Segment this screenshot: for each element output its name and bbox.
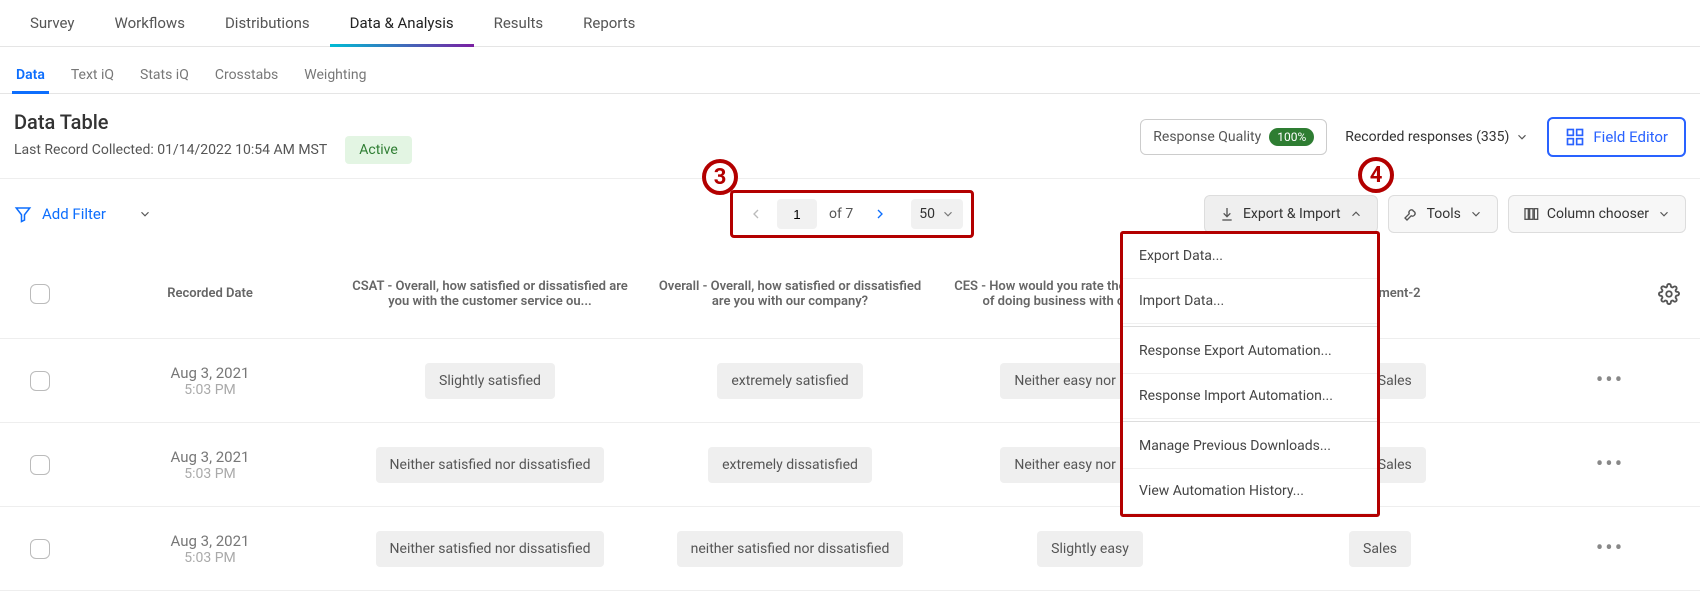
add-filter-button[interactable]: Add Filter [14, 205, 152, 223]
sub-tab-data[interactable]: Data [12, 57, 49, 93]
next-page-button[interactable] [865, 199, 895, 229]
sub-tab-stats-iq[interactable]: Stats iQ [136, 57, 193, 93]
dropdown-item[interactable]: Manage Previous Downloads... [1123, 424, 1377, 469]
export-import-button[interactable]: Export & Import [1204, 195, 1378, 233]
columns-icon [1523, 206, 1539, 222]
column-chooser-button[interactable]: Column chooser [1508, 195, 1686, 233]
sub-tab-weighting[interactable]: Weighting [300, 57, 370, 93]
overall-cell: extremely dissatisfied [640, 447, 940, 483]
export-import-dropdown: Export Data...Import Data... Response Exp… [1120, 231, 1380, 517]
csat-cell: Slightly satisfied [340, 363, 640, 399]
status-badge: Active [345, 136, 412, 164]
main-tab-results[interactable]: Results [474, 0, 564, 46]
chevron-down-icon [1657, 207, 1671, 221]
prev-page-button[interactable] [741, 199, 771, 229]
table-header-row: Recorded Date CSAT - Overall, how satisf… [0, 249, 1700, 339]
sub-tab-crosstabs[interactable]: Crosstabs [211, 57, 282, 93]
page-size-select[interactable]: 50 [911, 199, 963, 229]
table-row: Aug 3, 20215:03 PM Neither satisfied nor… [0, 507, 1700, 591]
sub-tabs: Data Text iQ Stats iQ Crosstabs Weighting [0, 47, 1700, 94]
main-tab-distributions[interactable]: Distributions [205, 0, 330, 46]
row-actions-button[interactable]: ••• [1520, 536, 1700, 561]
main-tab-data-analysis[interactable]: Data & Analysis [330, 0, 474, 46]
recorded-date-cell: Aug 3, 20215:03 PM [80, 364, 340, 398]
dropdown-item[interactable]: Response Import Automation... [1123, 374, 1377, 419]
chevron-right-icon [872, 206, 888, 222]
add-filter-label: Add Filter [42, 205, 106, 223]
main-tab-reports[interactable]: Reports [563, 0, 655, 46]
main-tabs: SurveyWorkflowsDistributionsData & Analy… [0, 0, 1700, 47]
row-actions-button[interactable]: ••• [1520, 452, 1700, 477]
row-checkbox[interactable] [30, 371, 50, 391]
overall-cell: extremely satisfied [640, 363, 940, 399]
dropdown-item[interactable]: Response Export Automation... [1123, 329, 1377, 374]
dropdown-item[interactable]: Export Data... [1123, 234, 1377, 279]
gear-icon[interactable] [1658, 283, 1680, 305]
page-number-input[interactable] [777, 199, 817, 229]
recorded-date-cell: Aug 3, 20215:03 PM [80, 448, 340, 482]
export-import-label: Export & Import [1243, 206, 1341, 222]
page-size-value: 50 [919, 206, 935, 222]
page-title: Data Table [14, 110, 412, 134]
recorded-date-cell: Aug 3, 20215:03 PM [80, 532, 340, 566]
chevron-left-icon [748, 206, 764, 222]
overall-cell: neither satisfied nor dissatisfied [640, 531, 940, 567]
recorded-responses-label: Recorded responses (335) [1345, 129, 1509, 145]
field-editor-label: Field Editor [1593, 128, 1668, 146]
recorded-responses-dropdown[interactable]: Recorded responses (335) [1345, 129, 1529, 145]
csat-cell: Neither satisfied nor dissatisfied [340, 447, 640, 483]
chevron-down-icon [138, 207, 152, 221]
sub-tab-text-iq[interactable]: Text iQ [67, 57, 118, 93]
table-row: Aug 3, 20215:03 PM Slightly satisfied ex… [0, 339, 1700, 423]
data-table: Recorded Date CSAT - Overall, how satisf… [0, 249, 1700, 591]
column-header[interactable]: Recorded Date [80, 280, 340, 307]
csat-cell: Neither satisfied nor dissatisfied [340, 531, 640, 567]
header-row: Data Table Last Record Collected: 01/14/… [0, 94, 1700, 179]
response-quality-label: Response Quality [1153, 129, 1261, 145]
annotation-callout-3: 3 [702, 159, 738, 195]
chevron-down-icon [941, 207, 955, 221]
wrench-icon [1403, 206, 1419, 222]
response-quality-value: 100% [1269, 128, 1314, 146]
table-row: Aug 3, 20215:03 PM Neither satisfied nor… [0, 423, 1700, 507]
row-checkbox[interactable] [30, 455, 50, 475]
row-actions-button[interactable]: ••• [1520, 368, 1700, 393]
pagination: of 7 50 [730, 190, 974, 238]
main-tab-survey[interactable]: Survey [10, 0, 95, 46]
chevron-down-icon [1469, 207, 1483, 221]
column-chooser-label: Column chooser [1547, 206, 1649, 222]
select-all-checkbox[interactable] [30, 284, 50, 304]
dropdown-item[interactable]: View Automation History... [1123, 469, 1377, 514]
field-editor-icon [1565, 127, 1585, 147]
ces-cell: Slightly easy [940, 531, 1240, 567]
field-editor-button[interactable]: Field Editor [1547, 117, 1686, 157]
tools-button[interactable]: Tools [1388, 195, 1498, 233]
dropdown-item[interactable]: Import Data... [1123, 279, 1377, 324]
column-header[interactable]: CSAT - Overall, how satisfied or dissati… [340, 273, 640, 315]
tools-label: Tools [1427, 206, 1461, 222]
toolbar-row: Add Filter 3 of 7 50 4 Export & Import T… [0, 179, 1700, 249]
chevron-up-icon [1349, 207, 1363, 221]
row-checkbox[interactable] [30, 539, 50, 559]
column-header[interactable]: Overall - Overall, how satisfied or diss… [640, 273, 940, 315]
filter-icon [14, 205, 32, 223]
department-cell: Sales [1240, 531, 1520, 567]
page-of-label: of 7 [823, 206, 859, 222]
last-record-collected: Last Record Collected: 01/14/2022 10:54 … [14, 142, 327, 158]
chevron-down-icon [1515, 130, 1529, 144]
annotation-callout-4: 4 [1358, 157, 1394, 193]
main-tab-workflows[interactable]: Workflows [95, 0, 205, 46]
download-icon [1219, 206, 1235, 222]
response-quality-button[interactable]: Response Quality 100% [1140, 119, 1327, 155]
